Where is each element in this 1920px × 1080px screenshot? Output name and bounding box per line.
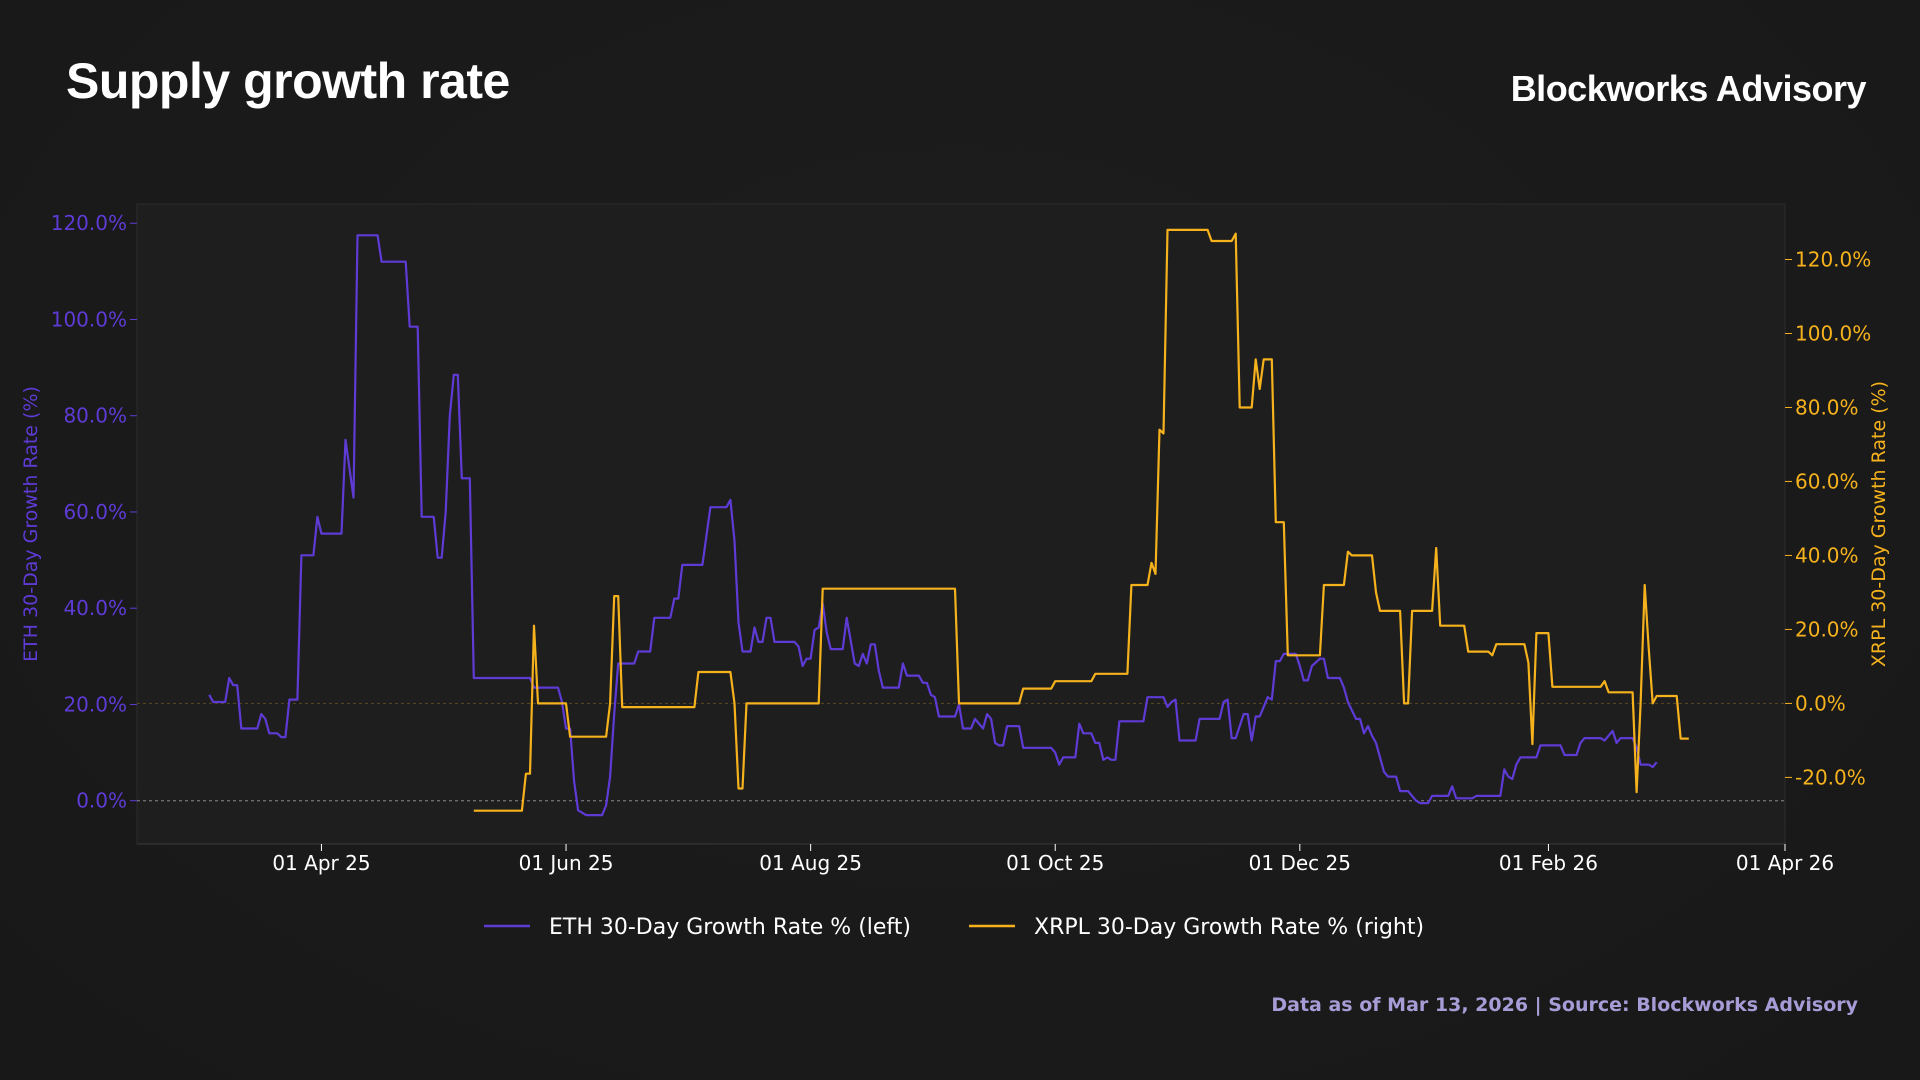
y-left-tick-label: 80.0% bbox=[63, 404, 127, 428]
chart-title: Supply growth rate bbox=[66, 53, 510, 109]
y-right-tick-label: -20.0% bbox=[1795, 765, 1866, 789]
eth-series-line bbox=[208, 234, 1658, 817]
brand-logo-text: Blockworks Advisory bbox=[1510, 68, 1867, 109]
x-tick-label: 01 Apr 26 bbox=[1736, 851, 1834, 875]
plot-area bbox=[136, 203, 1786, 845]
y-left-tick-label: 40.0% bbox=[63, 596, 127, 620]
y-axis-left: 0.0% 20.0% 40.0% 60.0% 80.0% 100.0% 120.0% bbox=[51, 211, 137, 813]
y-left-tick-label: 120.0% bbox=[51, 211, 127, 235]
x-tick-label: 01 Apr 25 bbox=[272, 851, 370, 875]
xrpl-series-line bbox=[473, 228, 1689, 812]
x-tick-label: 01 Aug 25 bbox=[759, 851, 862, 875]
y-axis-left-label: ETH 30-Day Growth Rate (%) bbox=[20, 386, 42, 662]
y-right-tick-label: 20.0% bbox=[1795, 617, 1859, 641]
y-right-tick-label: 40.0% bbox=[1795, 543, 1859, 567]
x-tick-label: 01 Feb 26 bbox=[1499, 851, 1598, 875]
y-right-tick-label: 60.0% bbox=[1795, 469, 1859, 493]
y-axis-right: -20.0% 0.0% 20.0% 40.0% 60.0% 80.0% 100.0% 120.… bbox=[1785, 247, 1871, 789]
y-left-tick-label: 100.0% bbox=[51, 307, 127, 331]
legend-label: XRPL 30-Day Growth Rate % (right) bbox=[1034, 915, 1424, 940]
legend-item-xrpl: XRPL 30-Day Growth Rate % (right) bbox=[969, 915, 1424, 940]
y-left-tick-label: 0.0% bbox=[76, 789, 127, 813]
legend-label: ETH 30-Day Growth Rate % (left) bbox=[549, 915, 911, 940]
x-axis: 01 Apr 25 01 Jun 25 01 Aug 25 01 Oct 25 01 D… bbox=[137, 843, 1834, 875]
source-footnote: Data as of Mar 13, 2026 | Source: Blockw… bbox=[1271, 994, 1858, 1016]
legend-item-eth: ETH 30-Day Growth Rate % (left) bbox=[484, 915, 911, 940]
y-left-tick-label: 20.0% bbox=[63, 692, 127, 716]
y-right-tick-label: 0.0% bbox=[1795, 691, 1846, 715]
legend: ETH 30-Day Growth Rate % (left) XRPL 30-D… bbox=[484, 915, 1424, 940]
y-right-tick-label: 120.0% bbox=[1795, 247, 1871, 271]
y-right-tick-label: 100.0% bbox=[1795, 321, 1871, 345]
x-tick-label: 01 Dec 25 bbox=[1249, 851, 1351, 875]
series-layer bbox=[208, 228, 1689, 817]
x-tick-label: 01 Oct 25 bbox=[1006, 851, 1104, 875]
x-tick-label: 01 Jun 25 bbox=[519, 851, 614, 875]
y-axis-right-label: XRPL 30-Day Growth Rate (%) bbox=[1868, 381, 1890, 667]
y-right-tick-label: 80.0% bbox=[1795, 395, 1859, 419]
y-left-tick-label: 60.0% bbox=[63, 500, 127, 524]
